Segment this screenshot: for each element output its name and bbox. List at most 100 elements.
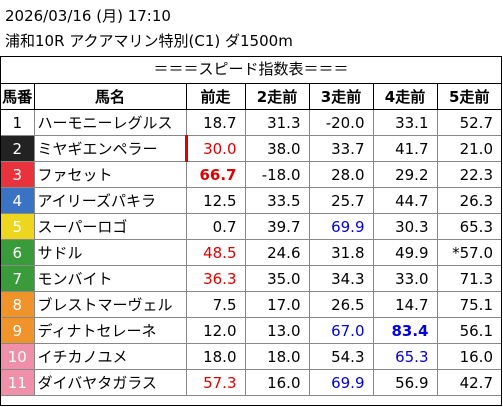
3-races-ago-index: 25.7 [308,187,374,214]
speed-index-panel: ＝＝＝スピード指数表＝＝＝ 馬番 馬名 前走 2走前 3走前 4走前 5走前 1… [0,56,502,406]
horse-number-badge: 1 [1,109,35,136]
horse-number-badge: 4 [1,187,35,214]
4-races-ago-index: 44.7 [372,187,438,214]
table-row: 2 ミヤギエンペラー 30.0 38.0 33.7 41.7 21.0 [1,135,501,162]
horse-number-badge: 6 [1,239,35,266]
table-row: 9 ディナトセレーネ 12.0 13.0 67.0 83.4 56.1 [1,317,501,344]
table-row: 11 ダイバヤタガラス 57.3 16.0 69.9 56.9 42.7 [1,369,501,396]
5-races-ago-index: 71.3 [436,265,501,292]
5-races-ago-index: 26.3 [436,187,501,214]
race-name: 浦和10R アクアマリン特別(C1) ダ1500m [5,32,293,50]
4-races-ago-index: 33.1 [372,109,438,136]
2-races-ago-index: 17.0 [244,291,310,318]
2-races-ago-index: 16.0 [244,369,310,396]
last-race-index: 48.5 [185,239,246,266]
5-races-ago-index: *57.0 [436,239,501,266]
2-races-ago-index: 38.0 [244,135,310,162]
4-races-ago-index: 30.3 [372,213,438,240]
2-races-ago-index: 39.7 [244,213,310,240]
horse-number-badge: 5 [1,213,35,240]
4-races-ago-index: 14.7 [372,291,438,318]
horse-name: イチカノユメ [33,343,187,370]
last-race-index: 0.7 [185,213,246,240]
3-races-ago-index: 69.9 [308,213,374,240]
4-races-ago-index: 65.3 [372,343,438,370]
5-races-ago-index: 52.7 [436,109,501,136]
4-races-ago-index: 83.4 [372,317,438,344]
col-header-last-race: 前走 [185,83,246,110]
col-header-5-races-ago: 5走前 [436,83,501,110]
last-race-index: 36.3 [185,265,246,292]
table-title: ＝＝＝スピード指数表＝＝＝ [153,60,349,78]
3-races-ago-index: 31.8 [308,239,374,266]
last-race-index: 18.7 [185,109,246,136]
3-races-ago-index: 67.0 [308,317,374,344]
2-races-ago-index: 31.3 [244,109,310,136]
horse-number-badge: 2 [1,135,35,162]
horse-number-badge: 10 [1,343,35,370]
horse-name: ブレストマーヴェル [33,291,187,318]
2-races-ago-index: 18.0 [244,343,310,370]
horse-name: サドル [33,239,187,266]
last-race-index: 18.0 [185,343,246,370]
col-header-4-races-ago: 4走前 [372,83,438,110]
race-date-time: 2026/03/16 (月) 17:10 [5,7,171,25]
3-races-ago-index: -20.0 [308,109,374,136]
5-races-ago-index: 75.1 [436,291,501,318]
5-races-ago-index: 21.0 [436,135,501,162]
horse-name: アイリーズパキラ [33,187,187,214]
2-races-ago-index: 24.6 [244,239,310,266]
horse-name: ダイバヤタガラス [33,369,187,396]
3-races-ago-index: 26.5 [308,291,374,318]
last-race-index: 57.3 [185,369,246,396]
table-row: 4 アイリーズパキラ 12.5 33.5 25.7 44.7 26.3 [1,187,501,214]
last-race-index: 12.5 [185,187,246,214]
col-header-3-races-ago: 3走前 [308,83,374,110]
col-header-2-races-ago: 2走前 [244,83,310,110]
last-race-index: 66.7 [185,161,246,188]
table-row: 3 ファセット 66.7 -18.0 28.0 29.2 22.3 [1,161,501,188]
speed-index-table: 馬番 馬名 前走 2走前 3走前 4走前 5走前 1 ハーモニーレグルス 18.7 3… [1,83,501,396]
5-races-ago-index: 56.1 [436,317,501,344]
5-races-ago-index: 16.0 [436,343,501,370]
horse-name: ディナトセレーネ [33,317,187,344]
horse-name: スーパーロゴ [33,213,187,240]
table-row: 1 ハーモニーレグルス 18.7 31.3 -20.0 33.1 52.7 [1,109,501,136]
2-races-ago-index: 33.5 [244,187,310,214]
2-races-ago-index: 35.0 [244,265,310,292]
4-races-ago-index: 33.0 [372,265,438,292]
2-races-ago-index: -18.0 [244,161,310,188]
horse-name: ミヤギエンペラー [33,135,188,162]
3-races-ago-index: 33.7 [308,135,374,162]
table-row: 10 イチカノユメ 18.0 18.0 54.3 65.3 16.0 [1,343,501,370]
table-header-row: 馬番 馬名 前走 2走前 3走前 4走前 5走前 [1,83,501,110]
5-races-ago-index: 22.3 [436,161,501,188]
last-race-index: 30.0 [185,135,246,162]
horse-number-badge: 8 [1,291,35,318]
5-races-ago-index: 65.3 [436,213,501,240]
horse-number-badge: 9 [1,317,35,344]
horse-name: ファセット [33,161,187,188]
col-header-horse-name: 馬名 [33,83,187,110]
table-row: 6 サドル 48.5 24.6 31.8 49.9 *57.0 [1,239,501,266]
4-races-ago-index: 29.2 [372,161,438,188]
last-race-index: 7.5 [185,291,246,318]
4-races-ago-index: 56.9 [372,369,438,396]
3-races-ago-index: 69.9 [308,369,374,396]
horse-number-badge: 11 [1,369,35,396]
3-races-ago-index: 54.3 [308,343,374,370]
table-row: 5 スーパーロゴ 0.7 39.7 69.9 30.3 65.3 [1,213,501,240]
2-races-ago-index: 13.0 [244,317,310,344]
last-race-index: 12.0 [185,317,246,344]
horse-name: モンバイト [33,265,187,292]
horse-number-badge: 7 [1,265,35,292]
3-races-ago-index: 34.3 [308,265,374,292]
4-races-ago-index: 41.7 [372,135,438,162]
table-row: 7 モンバイト 36.3 35.0 34.3 33.0 71.3 [1,265,501,292]
4-races-ago-index: 49.9 [372,239,438,266]
3-races-ago-index: 28.0 [308,161,374,188]
col-header-number: 馬番 [1,83,35,110]
horse-name: ハーモニーレグルス [33,109,187,136]
5-races-ago-index: 42.7 [436,369,501,396]
horse-number-badge: 3 [1,161,35,188]
